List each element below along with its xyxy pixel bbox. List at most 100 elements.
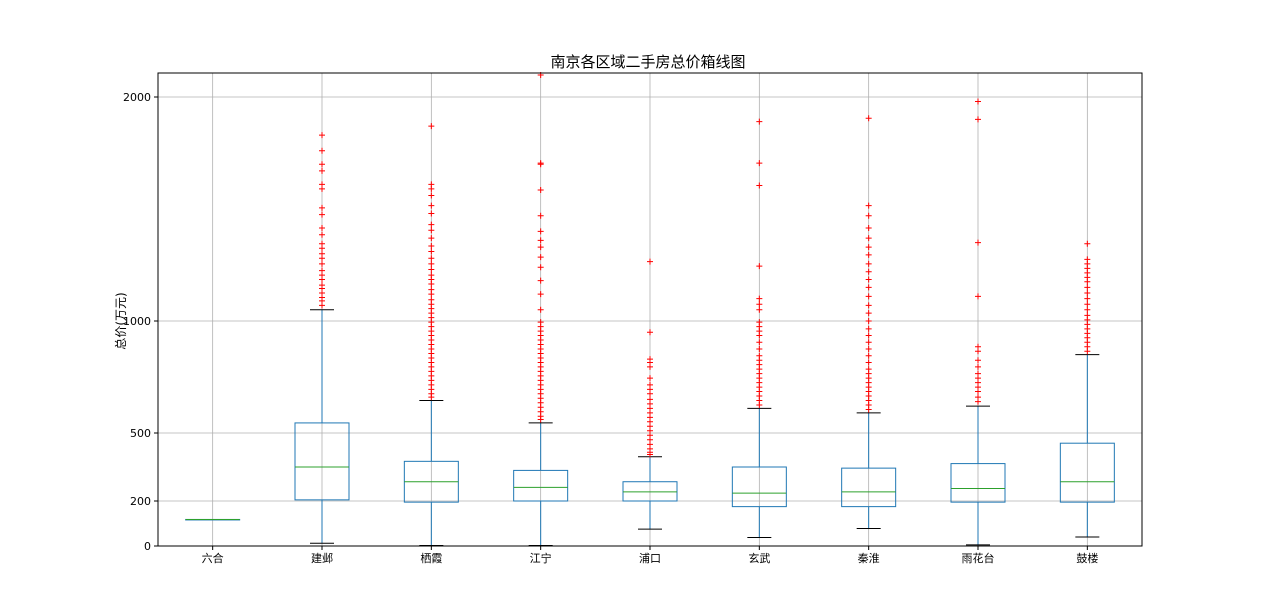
boxes — [185, 72, 1115, 547]
outlier-point — [428, 221, 435, 228]
outlier-point — [975, 363, 981, 370]
outlier-point — [1084, 348, 1091, 355]
x-tick-label: 江宁 — [530, 551, 552, 565]
outlier-point — [537, 244, 544, 251]
box-group — [294, 132, 350, 544]
outlier-point — [1084, 301, 1091, 308]
box-group — [622, 258, 678, 530]
outlier-point — [428, 202, 435, 209]
outlier-point — [319, 161, 325, 168]
y-axis-label: 总价(万元) — [114, 292, 128, 349]
outlier-point — [319, 225, 325, 232]
x-tick-label: 建邺 — [311, 551, 333, 565]
outlier-point — [537, 416, 544, 423]
y-tick-label: 1000 — [123, 315, 151, 328]
outlier-point — [975, 116, 981, 123]
x-tick-label: 栖霞 — [420, 551, 442, 565]
outlier-point — [865, 339, 872, 346]
y-tick-label: 0 — [144, 540, 151, 553]
outlier-point — [537, 277, 544, 284]
outlier-point — [647, 375, 653, 382]
outlier-point — [865, 284, 872, 291]
outlier-point — [865, 251, 872, 258]
outlier-point — [865, 202, 872, 209]
box-group — [731, 118, 787, 538]
y-tick-label: 200 — [130, 495, 151, 508]
outlier-point — [647, 258, 653, 265]
outlier-point — [537, 264, 544, 271]
outlier-point — [428, 291, 435, 298]
outlier-point — [428, 266, 435, 273]
outlier-point — [756, 160, 763, 167]
outlier-point — [319, 302, 325, 309]
box-group — [403, 123, 459, 547]
outlier-point — [537, 212, 544, 219]
outlier-point — [756, 263, 763, 270]
outlier-point — [865, 406, 872, 413]
outlier-point — [319, 211, 325, 218]
outlier-point — [428, 281, 435, 288]
outlier-point — [537, 254, 544, 261]
outlier-point — [756, 118, 763, 125]
outlier-point — [865, 293, 872, 300]
outlier-point — [428, 227, 435, 234]
outlier-point — [865, 225, 872, 232]
outlier-point — [647, 451, 653, 458]
outlier-point — [865, 235, 872, 242]
outlier-point — [865, 260, 872, 267]
outlier-point — [1084, 240, 1091, 247]
outlier-point — [319, 245, 325, 252]
outlier-point — [319, 276, 325, 283]
outlier-point — [647, 390, 653, 397]
outlier-point — [1084, 278, 1091, 285]
outlier-point — [319, 255, 325, 262]
x-tick-label: 浦口 — [639, 552, 661, 565]
box-group — [185, 518, 241, 521]
outlier-point — [865, 346, 872, 352]
outlier-point — [428, 255, 435, 262]
outlier-point — [975, 348, 981, 355]
outlier-point — [1084, 295, 1091, 302]
outlier-point — [428, 210, 435, 217]
box-group — [841, 115, 897, 529]
outlier-point — [865, 332, 872, 339]
outlier-point — [319, 231, 325, 238]
outlier-point — [537, 291, 544, 298]
outlier-point — [756, 339, 763, 346]
outlier-point — [865, 268, 872, 275]
box-group — [513, 72, 569, 547]
box — [513, 469, 569, 502]
outlier-point — [537, 161, 544, 168]
outlier-point — [1084, 284, 1091, 291]
outlier-point — [428, 260, 435, 267]
x-tick-label: 鼓楼 — [1076, 551, 1098, 565]
outlier-point — [756, 301, 763, 308]
outlier-point — [1084, 306, 1091, 313]
outlier-point — [865, 115, 872, 122]
outlier-point — [865, 302, 872, 309]
outlier-point — [865, 318, 872, 324]
outlier-point — [975, 239, 981, 246]
outlier-point — [865, 359, 872, 366]
outlier-point — [428, 242, 435, 249]
outlier-point — [865, 244, 872, 251]
outlier-point — [428, 123, 435, 130]
outlier-point — [319, 260, 325, 267]
chart-title: 南京各区域二手房总价箱线图 — [550, 53, 745, 71]
x-tick-label: 六合 — [202, 551, 224, 565]
outlier-point — [865, 212, 872, 219]
outlier-point — [428, 394, 435, 401]
outlier-point — [319, 185, 325, 192]
x-tick-label: 雨花台 — [962, 551, 995, 565]
outlier-point — [975, 98, 981, 105]
x-tick-label: 玄武 — [748, 551, 770, 565]
outlier-point — [756, 402, 763, 408]
outlier-point — [428, 185, 435, 192]
x-tick-label: 秦淮 — [858, 551, 880, 565]
outlier-point — [865, 276, 872, 283]
outlier-point — [319, 167, 325, 174]
outlier-point — [647, 363, 653, 370]
outlier-point — [756, 306, 763, 313]
outlier-point — [865, 352, 872, 359]
